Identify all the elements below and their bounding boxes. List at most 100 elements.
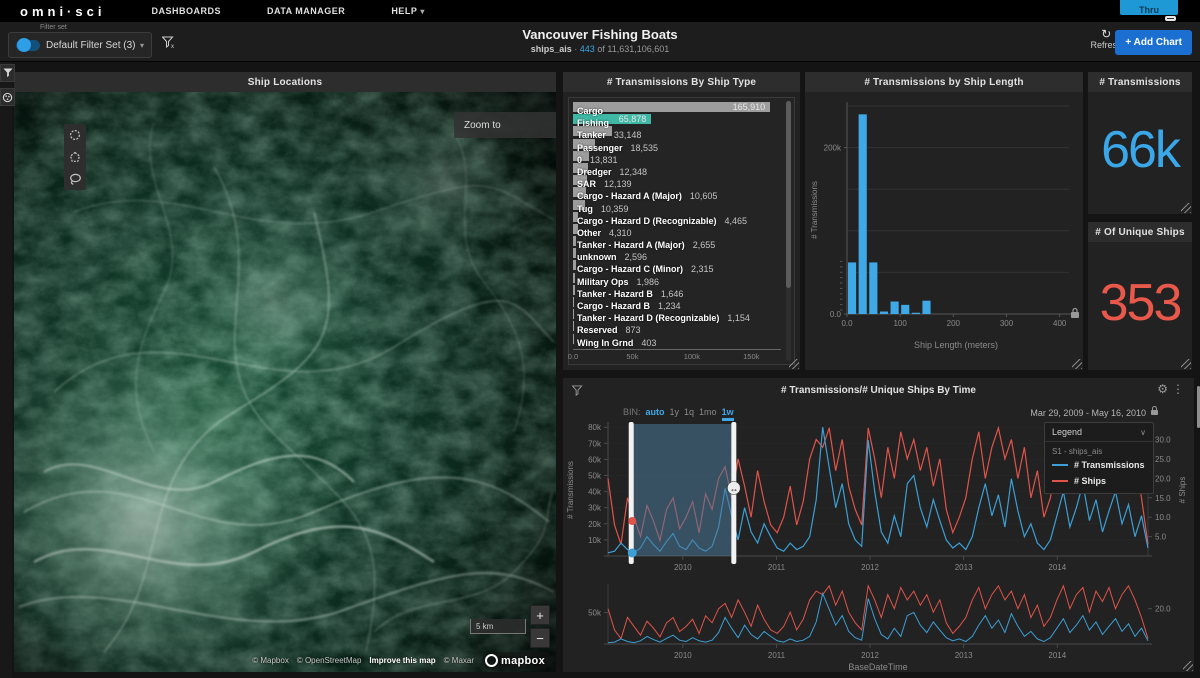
zoom-to-button[interactable]: Zoom to — [454, 112, 556, 138]
global-filter-button[interactable] — [0, 64, 15, 82]
add-chart-button[interactable]: + Add Chart — [1115, 30, 1192, 55]
range-transmissions-line — [608, 594, 1148, 643]
clear-filters-icon[interactable]: x — [162, 36, 175, 54]
resize-handle[interactable] — [1181, 203, 1191, 213]
attrib-mapbox[interactable]: © Mapbox — [252, 656, 289, 665]
filter-set-toggle[interactable] — [16, 40, 40, 51]
histogram-bar[interactable] — [859, 114, 867, 314]
date-range-label[interactable]: Mar 29, 2009 - May 16, 2010 — [1030, 408, 1146, 418]
kebab-menu-icon[interactable]: ⋮ — [1172, 382, 1184, 396]
brush-anchor-dot-blue[interactable] — [628, 549, 637, 558]
chart-scrollbar[interactable] — [786, 101, 791, 361]
nav-help[interactable]: HELP▾ — [391, 6, 425, 16]
ship-type-bar[interactable] — [573, 273, 575, 283]
ship-type-row[interactable]: Tanker - Hazard A (Major)2,655 — [573, 235, 781, 247]
bin-option-1y[interactable]: 1y — [670, 407, 680, 417]
histogram-bar[interactable] — [891, 302, 899, 314]
x-tick-label: 150k — [743, 352, 759, 361]
svg-text:2012: 2012 — [861, 563, 879, 572]
draw-polygon-tool[interactable] — [64, 146, 86, 168]
svg-text:25.0: 25.0 — [1155, 455, 1171, 464]
ship-type-label: Cargo - Hazard B — [577, 301, 650, 311]
time-brush-region[interactable] — [631, 424, 734, 556]
legend-item[interactable]: # Transmissions — [1045, 457, 1153, 473]
bin-option-auto[interactable]: auto — [646, 407, 665, 417]
ship-type-bar[interactable] — [573, 321, 574, 331]
brush-handle-left[interactable] — [629, 422, 634, 564]
svg-text:20.0: 20.0 — [1155, 474, 1171, 483]
bin-option-1q[interactable]: 1q — [684, 407, 694, 417]
nav-data-manager[interactable]: DATA MANAGER — [267, 6, 345, 16]
legend-header[interactable]: Legend ∨ — [1045, 423, 1153, 442]
ship-type-value: 12,348 — [620, 167, 648, 177]
map-zoom-controls: + − — [530, 605, 550, 648]
ship-type-label: Wing In Grnd — [577, 338, 633, 348]
ship-type-bar[interactable] — [573, 260, 576, 270]
dashboard-title-block: Vancouver Fishing Boats ships_ais · 443 … — [0, 27, 1200, 54]
bin-selector: BIN:auto1y1q1mo1w — [623, 407, 739, 417]
ship-type-label: Passenger — [577, 143, 623, 153]
bin-option-1mo[interactable]: 1mo — [699, 407, 717, 417]
histogram-bar[interactable] — [848, 262, 856, 314]
svg-text:BaseDateTime: BaseDateTime — [848, 662, 907, 672]
resize-handle[interactable] — [789, 359, 799, 369]
map-zoom-in-button[interactable]: + — [530, 605, 550, 625]
bin-label: BIN: — [623, 407, 641, 417]
ship-type-bar[interactable] — [573, 248, 576, 258]
svg-text:20.0: 20.0 — [1155, 605, 1171, 614]
ship-type-label: SAR — [577, 179, 596, 189]
map-zoom-out-button[interactable]: − — [530, 628, 550, 648]
ship-type-value: 1,154 — [727, 313, 750, 323]
resize-handle[interactable] — [1072, 359, 1082, 369]
attrib-osm[interactable]: © OpenStreetMap — [297, 656, 362, 665]
brush-anchor-dot-red[interactable] — [628, 517, 636, 525]
histogram-bar[interactable] — [901, 305, 909, 314]
histogram-bar[interactable] — [912, 313, 920, 314]
ship-type-bar[interactable] — [573, 297, 574, 307]
histogram-bar[interactable] — [880, 312, 888, 314]
resize-handle[interactable] — [1181, 359, 1191, 369]
mapbox-logo[interactable]: mapbox — [482, 652, 552, 669]
chart-filter-icon[interactable] — [572, 384, 584, 402]
subtitle-separator: · — [574, 44, 577, 54]
ship-type-row[interactable]: Fishing65,878 — [573, 113, 781, 125]
lock-icon[interactable] — [1151, 410, 1158, 415]
brush-drag-handle[interactable]: ↔ — [727, 482, 740, 495]
ship-type-value: 2,315 — [691, 264, 714, 274]
histogram-bar[interactable] — [922, 301, 930, 314]
ship-type-bar[interactable] — [573, 285, 575, 295]
gear-icon[interactable]: ⚙ — [1157, 382, 1168, 396]
draw-lasso-tool[interactable] — [64, 168, 86, 190]
histogram-bar[interactable] — [869, 262, 877, 314]
attrib-improve-link[interactable]: Improve this map — [369, 656, 435, 665]
ship-type-label: Tanker — [577, 130, 606, 140]
legend-swatch — [1052, 480, 1068, 482]
filter-set-dropdown[interactable]: Default Filter Set (3) ▾ — [8, 32, 152, 58]
ship-length-histogram[interactable]: 0.01002003004000.0200k# TransmissionsShi… — [805, 92, 1083, 368]
svg-text:30k: 30k — [588, 504, 602, 513]
map-style-button[interactable] — [0, 88, 15, 106]
svg-text:40k: 40k — [588, 488, 602, 497]
bin-option-1w[interactable]: 1w — [722, 407, 734, 421]
panel-title: # Transmissions by Ship Length — [805, 72, 1083, 92]
ship-type-bar[interactable] — [573, 309, 574, 319]
attrib-maxar[interactable]: © Maxar — [444, 656, 474, 665]
legend-item[interactable]: # Ships — [1045, 473, 1153, 489]
thru-tooltip[interactable]: Thru — [1120, 0, 1178, 15]
filter-set-label: Filter set — [40, 24, 67, 31]
ship-type-value: 18,535 — [631, 143, 659, 153]
scrollbar-thumb[interactable] — [786, 101, 791, 288]
legend-title: Legend — [1052, 427, 1082, 437]
ship-type-label: Tanker - Hazard B — [577, 289, 653, 299]
svg-text:80k: 80k — [588, 423, 602, 432]
time-panel-header: # Transmissions/# Unique Ships By Time ⚙… — [563, 378, 1194, 402]
draw-circle-tool[interactable] — [64, 124, 86, 146]
resize-handle[interactable] — [1183, 661, 1193, 671]
svg-text:# Ships: # Ships — [1178, 477, 1187, 504]
ship-type-bar[interactable] — [573, 236, 576, 246]
map-canvas[interactable]: Zoom to 5 km + − © Mapbox © OpenStreetMa… — [14, 92, 556, 672]
left-sidebar — [0, 62, 12, 678]
nav-dashboards[interactable]: DASHBOARDS — [151, 6, 221, 16]
ship-type-row[interactable]: Cargo165,910 — [573, 101, 781, 113]
page-title: Vancouver Fishing Boats — [0, 27, 1200, 42]
